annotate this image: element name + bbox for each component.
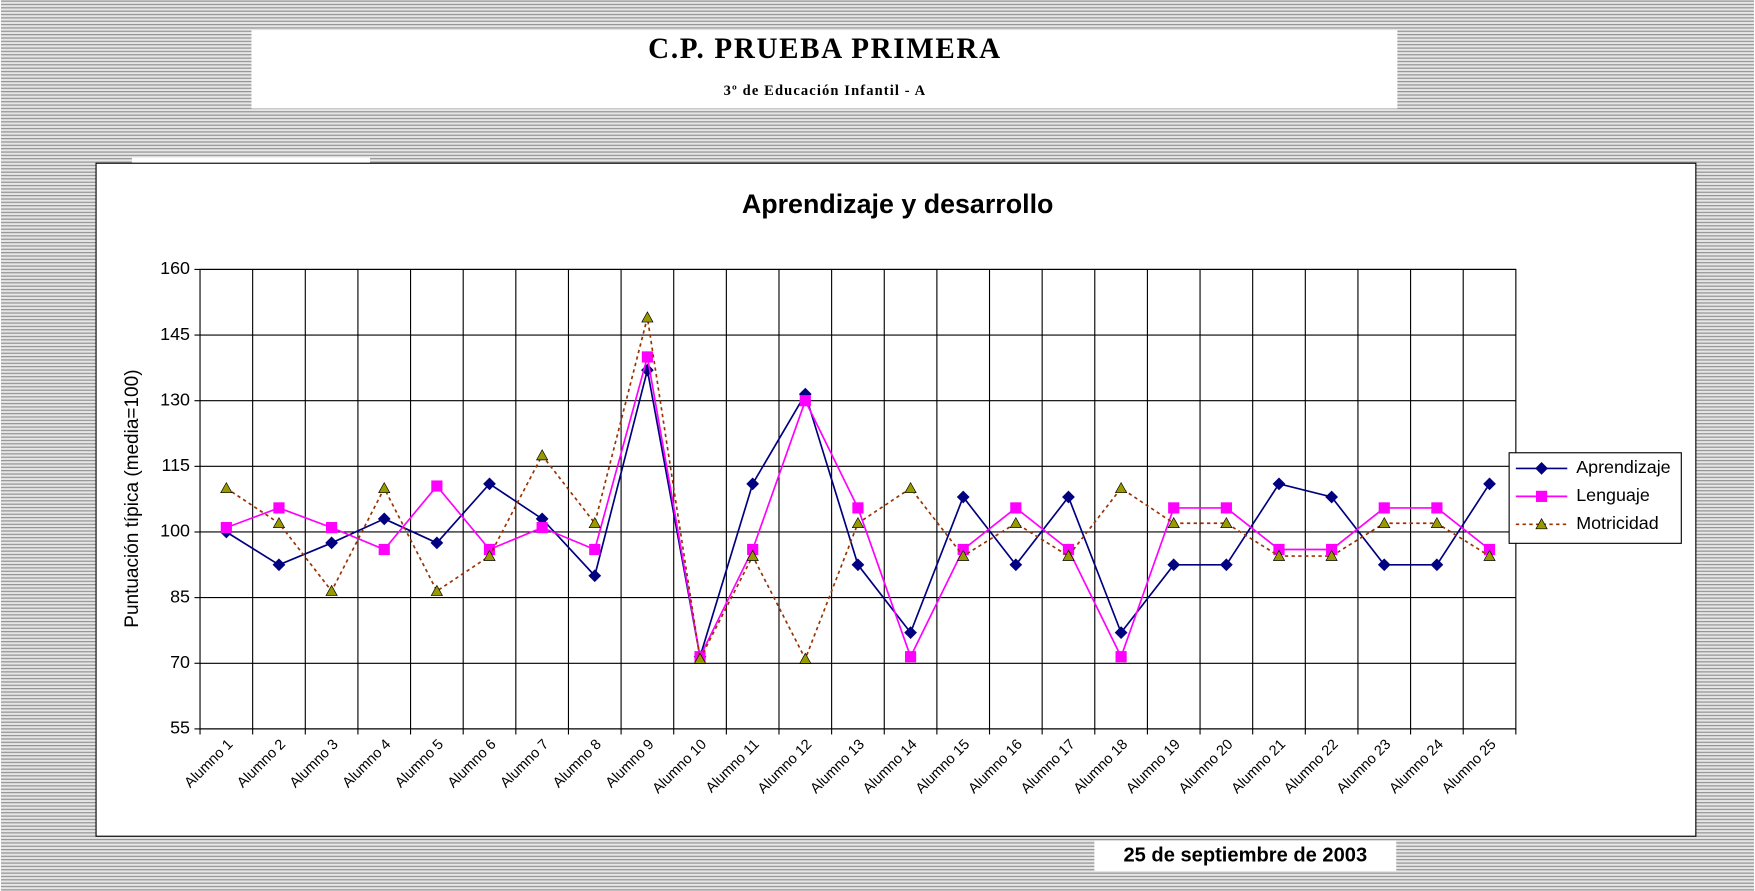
data-point [641, 311, 654, 323]
data-point [1219, 558, 1233, 572]
data-point [1483, 549, 1496, 561]
data-point [220, 522, 232, 534]
data-point [273, 502, 285, 514]
data-point [851, 516, 865, 529]
data-point [904, 651, 917, 663]
data-point [957, 549, 970, 561]
data-point [956, 490, 970, 504]
data-point [431, 480, 443, 492]
header-title: C.P. PRUEBA PRIMERA [648, 33, 1002, 65]
data-point [799, 395, 811, 407]
data-point [326, 522, 338, 534]
data-point [1062, 549, 1075, 561]
data-point [589, 543, 601, 556]
data-point [325, 584, 338, 596]
data-point [1062, 490, 1075, 504]
data-point [1009, 558, 1023, 572]
data-point [1272, 549, 1286, 561]
y-tick-label: 85 [170, 586, 190, 606]
legend-marker [1535, 518, 1548, 530]
y-tick-label: 115 [161, 455, 190, 475]
data-point [1377, 558, 1391, 572]
data-point [272, 558, 286, 572]
y-tick-label: 160 [160, 258, 190, 278]
legend-label: Aprendizaje [1576, 457, 1670, 477]
date: 25 de septiembre de 2003 [1123, 845, 1367, 867]
legend-label: Motricidad [1576, 513, 1658, 533]
data-point [1483, 477, 1496, 491]
data-point [325, 536, 338, 550]
legend-marker-shape [1535, 518, 1548, 530]
data-point [588, 569, 602, 583]
y-tick-label: 145 [160, 324, 190, 344]
data-point [1167, 558, 1181, 572]
data-point [377, 512, 391, 526]
data-point [1009, 516, 1022, 529]
data-point [1325, 549, 1338, 561]
data-point [430, 584, 444, 596]
data-point [220, 481, 233, 494]
data-point [1220, 502, 1232, 514]
plot-area [200, 269, 1516, 729]
data-point [588, 516, 601, 529]
data-point [272, 516, 286, 529]
data-point [852, 502, 864, 514]
data-point [430, 536, 444, 550]
data-point [1114, 481, 1128, 494]
data-point [1168, 502, 1180, 514]
data-point [1167, 516, 1180, 529]
data-point [483, 477, 496, 491]
data-point [1378, 502, 1390, 514]
data-point [483, 549, 496, 561]
legend-marker-shape [1535, 462, 1548, 475]
data-point [851, 558, 865, 572]
data-point [535, 449, 549, 461]
header-box [251, 30, 1398, 109]
y-tick-label: 100 [160, 521, 190, 541]
data-point [799, 652, 812, 664]
data-point [536, 522, 548, 534]
data-point [378, 543, 390, 556]
data-point [1010, 502, 1022, 514]
data-point [746, 549, 759, 561]
data-point [1430, 516, 1444, 529]
data-point [1115, 651, 1127, 663]
y-tick-label: 70 [170, 652, 190, 672]
y-axis-label: Puntuación típica (media=100) [122, 369, 143, 627]
data-point [1272, 477, 1286, 491]
data-point [1220, 516, 1233, 529]
header-subtitle: 3º de Educación Infantil - A [724, 83, 927, 99]
data-point [1378, 516, 1391, 529]
data-point [693, 652, 707, 664]
y-tick-label: 130 [160, 389, 190, 409]
data-point [904, 626, 917, 640]
data-point [1114, 626, 1128, 640]
legend-marker [1535, 462, 1548, 475]
legend-label: Lenguaje [1576, 485, 1650, 505]
y-tick-label: 55 [170, 718, 190, 738]
chart-title: Aprendizaje y desarrollo [742, 189, 1054, 219]
tab [131, 157, 370, 165]
data-point [1431, 502, 1443, 514]
date-box [1094, 840, 1397, 871]
legend-marker-shape [1535, 490, 1548, 502]
data-point [746, 477, 760, 491]
data-point [1430, 558, 1444, 572]
data-point [1325, 490, 1339, 504]
legend-marker [1535, 490, 1548, 502]
data-point [378, 481, 391, 494]
data-point [641, 351, 653, 363]
data-point [904, 481, 917, 494]
